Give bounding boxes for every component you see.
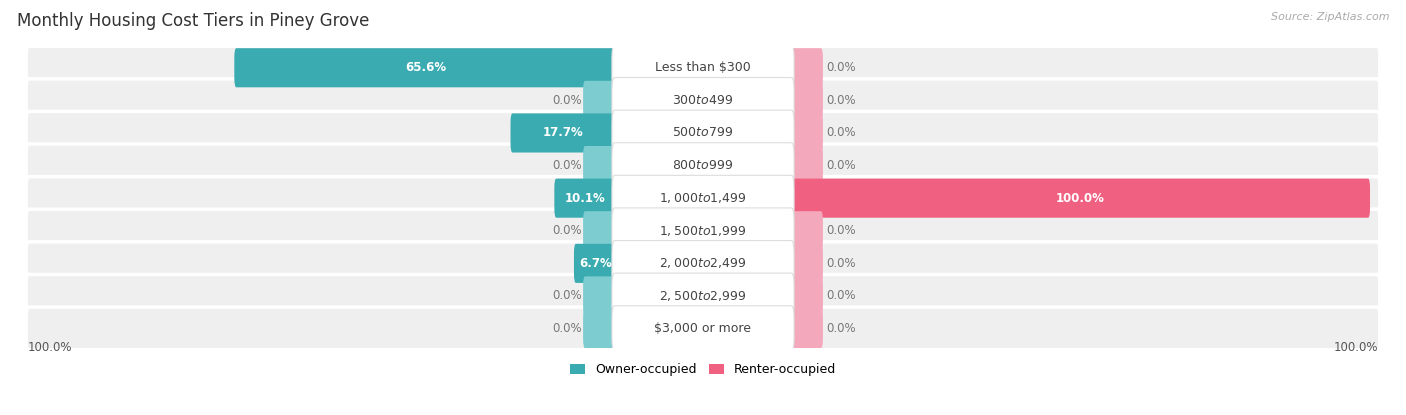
FancyBboxPatch shape — [612, 143, 794, 188]
FancyBboxPatch shape — [790, 81, 823, 120]
Text: $800 to $999: $800 to $999 — [672, 159, 734, 172]
Legend: Owner-occupied, Renter-occupied: Owner-occupied, Renter-occupied — [565, 358, 841, 381]
FancyBboxPatch shape — [554, 178, 616, 218]
FancyBboxPatch shape — [612, 208, 794, 254]
Text: 0.0%: 0.0% — [553, 94, 582, 107]
FancyBboxPatch shape — [583, 276, 616, 315]
FancyBboxPatch shape — [27, 46, 1379, 89]
Text: 100.0%: 100.0% — [28, 341, 73, 354]
Text: 0.0%: 0.0% — [827, 289, 856, 303]
FancyBboxPatch shape — [27, 307, 1379, 350]
Text: Source: ZipAtlas.com: Source: ZipAtlas.com — [1271, 12, 1389, 22]
FancyBboxPatch shape — [612, 45, 794, 90]
Text: $1,500 to $1,999: $1,500 to $1,999 — [659, 224, 747, 238]
FancyBboxPatch shape — [510, 113, 616, 153]
FancyBboxPatch shape — [612, 78, 794, 123]
Text: 10.1%: 10.1% — [565, 192, 606, 205]
FancyBboxPatch shape — [583, 146, 616, 185]
Text: 0.0%: 0.0% — [827, 257, 856, 270]
FancyBboxPatch shape — [27, 209, 1379, 252]
FancyBboxPatch shape — [583, 309, 616, 348]
Text: 0.0%: 0.0% — [827, 127, 856, 139]
Text: 6.7%: 6.7% — [579, 257, 612, 270]
FancyBboxPatch shape — [790, 48, 823, 87]
FancyBboxPatch shape — [583, 81, 616, 120]
Text: 0.0%: 0.0% — [553, 322, 582, 335]
Text: 0.0%: 0.0% — [827, 94, 856, 107]
FancyBboxPatch shape — [27, 144, 1379, 187]
Text: $3,000 or more: $3,000 or more — [655, 322, 751, 335]
FancyBboxPatch shape — [27, 79, 1379, 122]
Text: 0.0%: 0.0% — [827, 61, 856, 74]
Text: 0.0%: 0.0% — [827, 159, 856, 172]
Text: Less than $300: Less than $300 — [655, 61, 751, 74]
FancyBboxPatch shape — [790, 146, 823, 185]
Text: 17.7%: 17.7% — [543, 127, 583, 139]
FancyBboxPatch shape — [27, 274, 1379, 317]
Text: $1,000 to $1,499: $1,000 to $1,499 — [659, 191, 747, 205]
FancyBboxPatch shape — [790, 309, 823, 348]
FancyBboxPatch shape — [612, 273, 794, 319]
Text: 100.0%: 100.0% — [1056, 192, 1104, 205]
Text: Monthly Housing Cost Tiers in Piney Grove: Monthly Housing Cost Tiers in Piney Grov… — [17, 12, 370, 30]
Text: 100.0%: 100.0% — [1333, 341, 1378, 354]
FancyBboxPatch shape — [790, 113, 823, 153]
FancyBboxPatch shape — [583, 211, 616, 250]
Text: 65.6%: 65.6% — [405, 61, 446, 74]
FancyBboxPatch shape — [27, 112, 1379, 154]
Text: $300 to $499: $300 to $499 — [672, 94, 734, 107]
Text: 0.0%: 0.0% — [827, 224, 856, 237]
FancyBboxPatch shape — [790, 211, 823, 250]
FancyBboxPatch shape — [790, 178, 1369, 218]
FancyBboxPatch shape — [790, 244, 823, 283]
FancyBboxPatch shape — [235, 48, 616, 87]
FancyBboxPatch shape — [27, 242, 1379, 285]
FancyBboxPatch shape — [27, 177, 1379, 220]
FancyBboxPatch shape — [612, 175, 794, 221]
Text: 0.0%: 0.0% — [553, 289, 582, 303]
FancyBboxPatch shape — [612, 241, 794, 286]
FancyBboxPatch shape — [574, 244, 616, 283]
FancyBboxPatch shape — [612, 110, 794, 156]
Text: 0.0%: 0.0% — [827, 322, 856, 335]
FancyBboxPatch shape — [612, 306, 794, 352]
Text: 0.0%: 0.0% — [553, 224, 582, 237]
FancyBboxPatch shape — [790, 276, 823, 315]
Text: $2,000 to $2,499: $2,000 to $2,499 — [659, 256, 747, 270]
Text: 0.0%: 0.0% — [553, 159, 582, 172]
Text: $500 to $799: $500 to $799 — [672, 127, 734, 139]
Text: $2,500 to $2,999: $2,500 to $2,999 — [659, 289, 747, 303]
